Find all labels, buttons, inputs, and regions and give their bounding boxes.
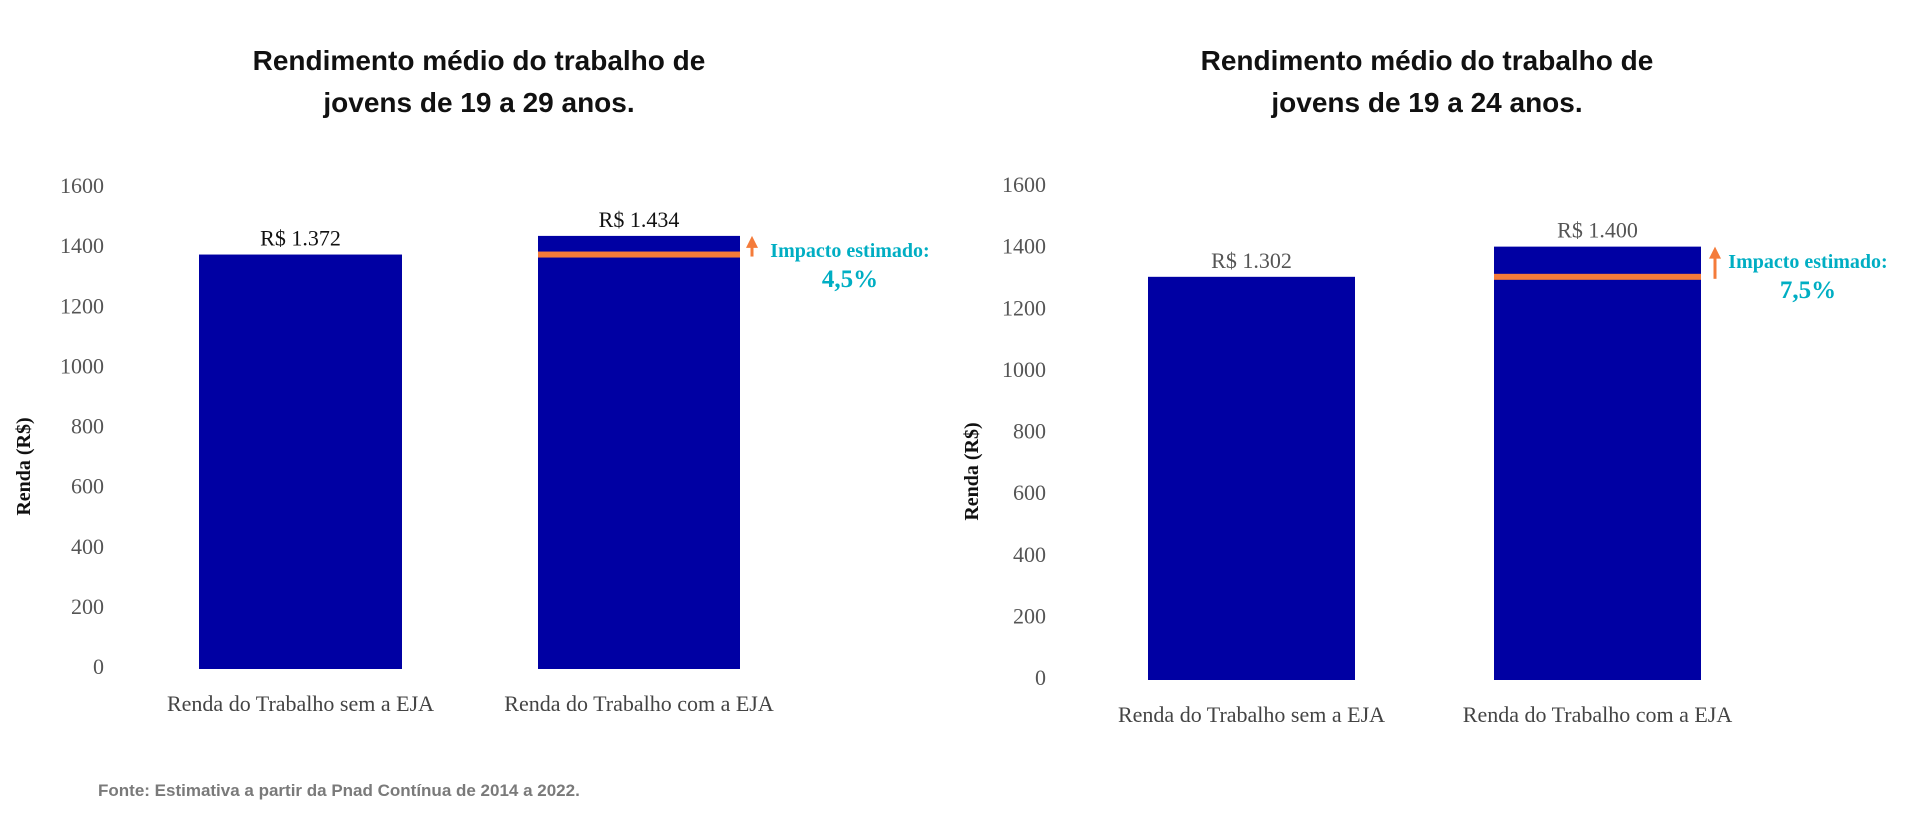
increase-arrow-head-icon (1709, 246, 1721, 259)
y-tick-label: 1400 (60, 233, 104, 258)
data-label: R$ 1.372 (260, 226, 341, 251)
x-category-label: Renda do Trabalho sem a EJA (1118, 702, 1385, 727)
y-tick-label: 600 (71, 474, 104, 499)
y-tick-label: 1200 (60, 293, 104, 318)
chart-title-line: jovens de 19 a 29 anos. (322, 87, 634, 118)
y-tick-label: 0 (93, 654, 104, 679)
y-tick-label: 800 (1013, 419, 1046, 444)
y-tick-label: 200 (71, 594, 104, 619)
data-label: R$ 1.400 (1557, 218, 1638, 243)
impact-annotation-label: Impacto estimado: (1728, 251, 1887, 273)
impact-annotation-label: Impacto estimado: (770, 240, 929, 262)
bar-chart-1: Rendimento médio do trabalho de jovens de… (13, 45, 930, 716)
y-tick-label: 0 (1035, 665, 1046, 690)
y-tick-label: 1000 (60, 353, 104, 378)
bar-chart-2: Rendimento médio do trabalho de jovens de… (961, 45, 1888, 727)
bar (1148, 276, 1355, 680)
chart-title-line: Rendimento médio do trabalho de (253, 45, 706, 76)
impact-annotation-value: 7,5% (1780, 277, 1836, 304)
impact-annotation-value: 4,5% (822, 266, 878, 293)
y-tick-label: 400 (71, 534, 104, 559)
data-label: R$ 1.302 (1211, 248, 1292, 273)
chart-title-line: jovens de 19 a 24 anos. (1270, 87, 1582, 118)
y-tick-label: 600 (1013, 480, 1046, 505)
y-tick-label: 1200 (1002, 295, 1046, 320)
bar (1494, 246, 1701, 680)
y-axis-label: Renda (R$) (13, 417, 35, 515)
y-tick-label: 800 (71, 414, 104, 439)
y-tick-label: 400 (1013, 542, 1046, 567)
y-tick-label: 1400 (1002, 234, 1046, 259)
x-category-label: Renda do Trabalho sem a EJA (167, 691, 434, 716)
data-label: R$ 1.434 (599, 207, 680, 232)
y-tick-label: 1000 (1002, 357, 1046, 382)
x-category-label: Renda do Trabalho com a EJA (1463, 702, 1733, 727)
baseline-marker-line (538, 251, 740, 258)
source-note: Fonte: Estimativa a partir da Pnad Contí… (98, 781, 580, 800)
y-tick-label: 1600 (1002, 172, 1046, 197)
bar (538, 235, 740, 669)
bar (199, 254, 402, 670)
baseline-marker-line (1494, 273, 1701, 280)
chart-title-line: Rendimento médio do trabalho de (1201, 45, 1654, 76)
x-category-label: Renda do Trabalho com a EJA (504, 691, 774, 716)
y-tick-label: 200 (1013, 603, 1046, 628)
y-tick-label: 1600 (60, 173, 104, 198)
y-axis-label: Renda (R$) (961, 422, 983, 520)
increase-arrow-head-icon (746, 235, 758, 248)
